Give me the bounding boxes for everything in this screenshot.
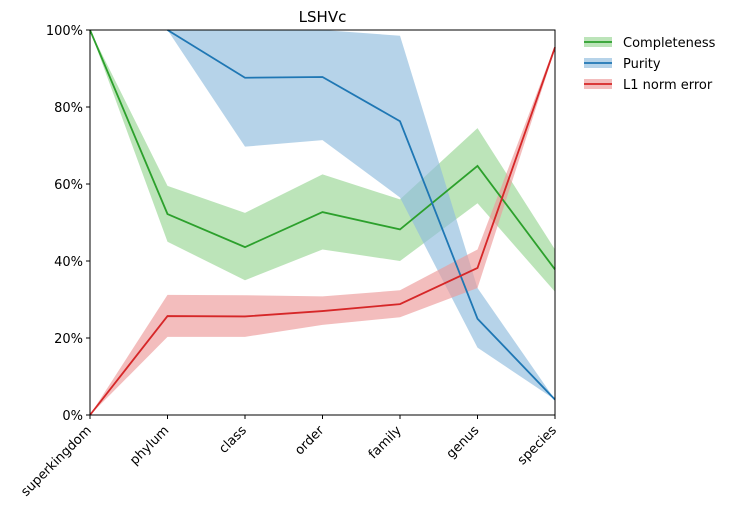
l1-norm-error-band xyxy=(90,45,555,416)
x-tick-label: superkingdom xyxy=(18,423,94,499)
x-tick-label: order xyxy=(292,423,328,459)
x-tick-label: family xyxy=(366,423,405,462)
completeness-legend-label: Completeness xyxy=(623,36,716,51)
l1-norm-error-legend-label: L1 norm error xyxy=(623,78,713,93)
y-tick-label: 0% xyxy=(62,409,83,424)
y-tick-label: 80% xyxy=(54,101,83,116)
x-tick-label: phylum xyxy=(127,423,172,468)
purity-line xyxy=(167,29,556,401)
y-tick-label: 60% xyxy=(54,178,83,193)
y-tick-label: 40% xyxy=(54,255,83,270)
confidence-bands xyxy=(90,30,555,416)
x-tick-label: class xyxy=(216,423,250,457)
y-axis: 0% 20% 40% 60% 80% 100% xyxy=(46,24,90,424)
purity-legend-label: Purity xyxy=(623,57,661,72)
y-tick-label: 100% xyxy=(46,24,83,39)
l1-norm-error-line xyxy=(89,47,556,416)
completeness-line xyxy=(89,29,556,271)
y-tick-label: 20% xyxy=(54,332,83,347)
x-axis: superkingdom phylum class order family genus s… xyxy=(18,415,560,500)
series-lines xyxy=(89,29,556,416)
legend: Completeness Purity L1 norm error xyxy=(584,36,716,93)
x-tick-label: genus xyxy=(444,423,483,462)
x-tick-label: species xyxy=(515,423,560,468)
purity-band xyxy=(167,30,555,400)
chart-title: LSHVc xyxy=(299,8,347,26)
